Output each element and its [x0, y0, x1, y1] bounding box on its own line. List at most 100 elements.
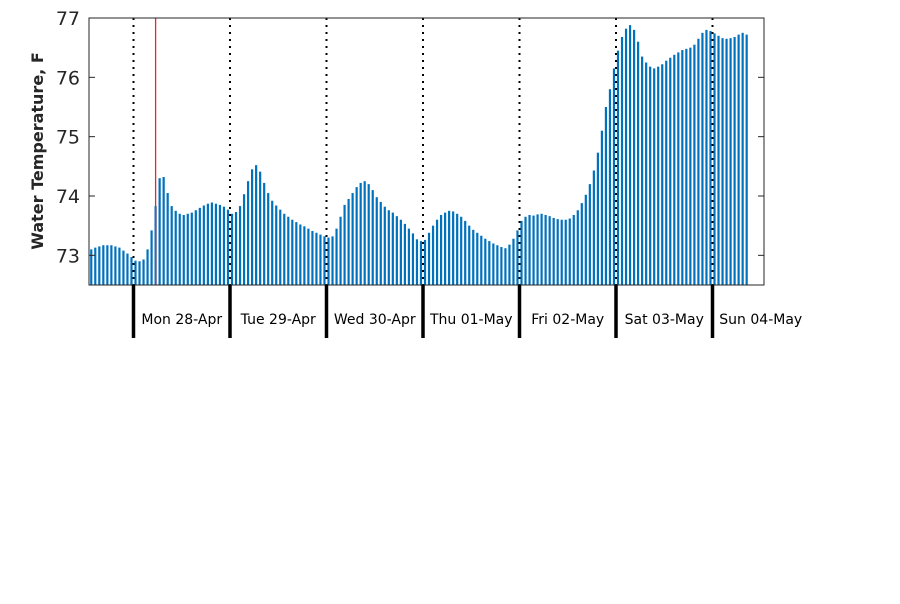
bar — [476, 232, 479, 285]
bar — [367, 184, 370, 285]
bar — [556, 219, 559, 285]
bar — [190, 212, 193, 285]
bar — [637, 41, 640, 286]
bar — [649, 66, 652, 286]
bar — [729, 38, 732, 285]
bar — [122, 250, 125, 285]
bar — [194, 210, 197, 285]
bar — [435, 219, 439, 285]
bar — [705, 29, 708, 286]
day-label: Thu 01-May — [429, 312, 513, 328]
day-separators — [132, 18, 714, 285]
bar — [182, 214, 185, 285]
bar — [532, 215, 535, 285]
bar — [600, 130, 604, 285]
bar — [624, 28, 628, 286]
bar — [146, 249, 149, 285]
bar — [279, 209, 282, 285]
bar — [275, 205, 278, 285]
bar — [303, 226, 306, 285]
bar — [552, 217, 555, 285]
bar — [717, 35, 720, 285]
bar — [130, 257, 133, 285]
bar — [210, 202, 213, 285]
bar — [492, 243, 495, 285]
bar — [516, 230, 519, 285]
bar — [689, 47, 692, 285]
bar — [327, 237, 330, 285]
bar — [343, 204, 346, 285]
bar — [725, 38, 728, 285]
bar — [134, 260, 137, 285]
bar — [255, 165, 258, 285]
bar — [524, 216, 527, 285]
bar — [267, 193, 270, 285]
bar — [218, 204, 222, 285]
bar — [500, 247, 503, 285]
bar — [721, 38, 724, 285]
bar — [709, 31, 712, 285]
bar — [319, 234, 322, 285]
bar — [271, 200, 274, 285]
bar — [480, 235, 483, 285]
bar — [411, 233, 415, 285]
bar — [395, 216, 398, 285]
bar — [259, 171, 262, 285]
bar — [604, 107, 608, 285]
bar — [150, 230, 153, 285]
bar — [415, 239, 419, 285]
bar — [295, 222, 298, 285]
bar — [138, 261, 141, 285]
y-tick-label: 75 — [56, 127, 80, 149]
bar — [669, 57, 672, 285]
bar — [568, 218, 571, 285]
bar — [697, 38, 700, 285]
bar — [544, 214, 547, 285]
bar — [158, 178, 161, 285]
bar — [214, 203, 218, 285]
bar — [560, 219, 563, 285]
bar — [641, 56, 644, 285]
bar — [741, 32, 744, 285]
y-tick-label: 73 — [56, 245, 80, 267]
bar — [745, 34, 748, 285]
bar — [391, 212, 394, 285]
bar — [681, 50, 684, 285]
bar — [484, 238, 487, 285]
bar — [331, 236, 334, 285]
bar — [379, 201, 382, 285]
bar — [427, 232, 431, 285]
bar — [419, 241, 423, 285]
bar — [339, 216, 342, 285]
bar — [166, 193, 169, 285]
bar — [677, 52, 680, 285]
bar — [548, 216, 551, 285]
bar — [311, 231, 314, 285]
bar — [448, 210, 451, 285]
bar — [118, 247, 121, 285]
bar — [230, 213, 234, 285]
bar — [661, 64, 664, 285]
bar — [114, 246, 117, 285]
day-label: Fri 02-May — [531, 312, 604, 328]
bar — [620, 36, 624, 285]
bar — [685, 48, 688, 285]
bar — [287, 216, 290, 285]
bar — [251, 169, 254, 285]
bar — [737, 34, 740, 285]
bar — [387, 210, 390, 285]
bar — [564, 219, 567, 285]
bar — [110, 245, 113, 285]
bar — [444, 212, 447, 285]
bar — [628, 25, 632, 286]
bar — [291, 219, 294, 285]
bar — [206, 203, 209, 285]
bar — [399, 219, 402, 285]
bar — [359, 182, 362, 285]
bar — [488, 241, 491, 285]
bar — [162, 177, 165, 285]
bar — [238, 206, 242, 285]
bar — [540, 213, 543, 285]
